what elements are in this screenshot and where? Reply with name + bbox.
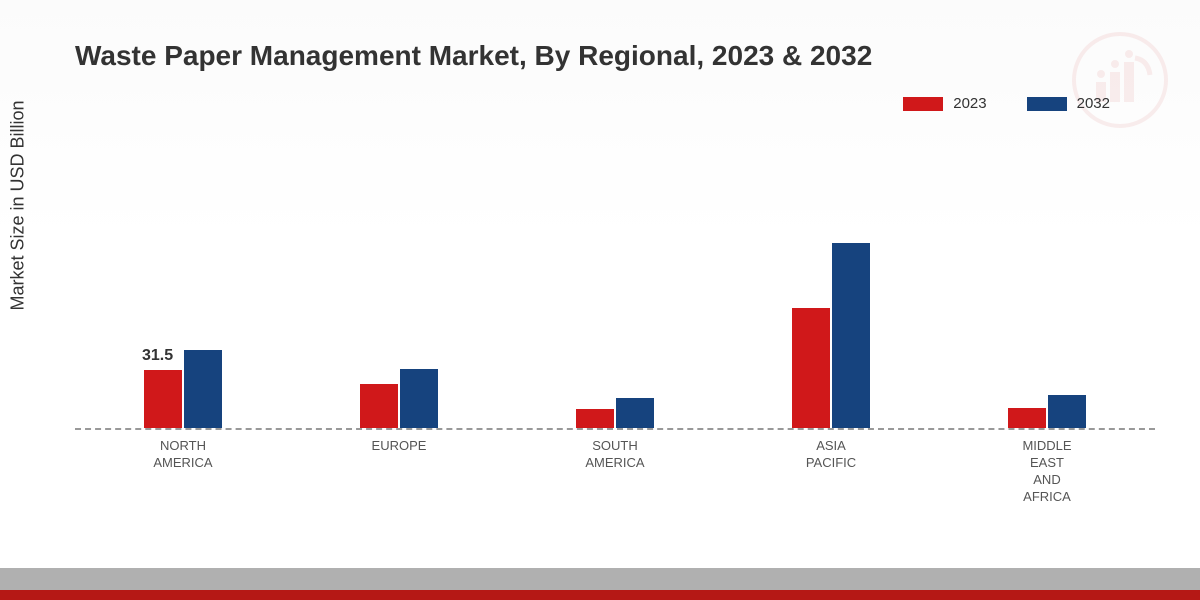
bar-2023	[144, 370, 182, 428]
legend-swatch-2023	[903, 97, 943, 111]
bar-2032	[1048, 395, 1086, 428]
value-label: 31.5	[142, 347, 173, 365]
bar-2032	[832, 243, 870, 428]
bar-group: 31.5	[144, 350, 222, 428]
legend-swatch-2032	[1027, 97, 1067, 111]
x-labels: NORTHAMERICA EUROPE SOUTHAMERICA ASIAPACIFI…	[75, 438, 1155, 506]
bar-2032	[184, 350, 222, 428]
chart-title: Waste Paper Management Market, By Region…	[75, 40, 872, 72]
legend-item-2023: 2023	[903, 95, 986, 112]
bars-container: 31.5	[75, 150, 1155, 428]
x-label: MIDDLEEASTANDAFRICA	[987, 438, 1107, 506]
bar-2023	[792, 308, 830, 428]
x-label: ASIAPACIFIC	[771, 438, 891, 506]
x-label: NORTHAMERICA	[123, 438, 243, 506]
bar-group	[792, 243, 870, 428]
legend-label-2032: 2032	[1077, 95, 1110, 112]
bar-2032	[400, 369, 438, 428]
bar-2023	[360, 384, 398, 428]
watermark-icon	[1070, 30, 1170, 135]
bar-2023	[1008, 408, 1046, 428]
footer-grey-bar	[0, 568, 1200, 590]
bar-2023	[576, 409, 614, 428]
bar-2032	[616, 398, 654, 428]
bar-group	[576, 398, 654, 428]
legend-item-2032: 2032	[1027, 95, 1110, 112]
x-label: SOUTHAMERICA	[555, 438, 675, 506]
legend-label-2023: 2023	[953, 95, 986, 112]
baseline	[75, 428, 1155, 430]
legend: 2023 2032	[903, 95, 1110, 112]
chart-area: 31.5	[75, 150, 1155, 430]
footer-red-bar	[0, 590, 1200, 600]
x-label: EUROPE	[339, 438, 459, 506]
bar-group	[360, 369, 438, 428]
y-axis-label: Market Size in USD Billion	[8, 100, 29, 310]
bar-group	[1008, 395, 1086, 428]
